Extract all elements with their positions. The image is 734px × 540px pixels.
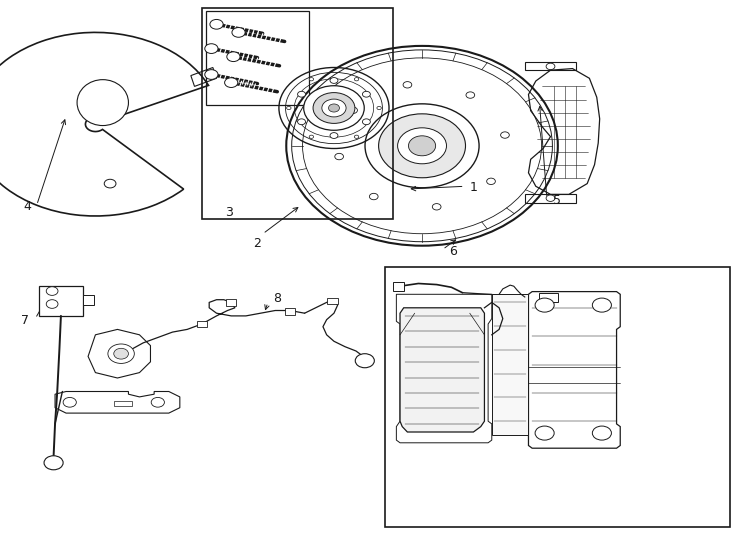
Circle shape xyxy=(330,78,338,83)
Text: 6: 6 xyxy=(449,245,457,258)
Circle shape xyxy=(46,300,58,308)
Circle shape xyxy=(377,106,382,110)
Circle shape xyxy=(535,426,554,440)
Text: 5: 5 xyxy=(553,194,561,207)
Ellipse shape xyxy=(77,79,128,125)
Circle shape xyxy=(297,91,305,97)
Circle shape xyxy=(104,179,116,188)
Circle shape xyxy=(329,104,339,112)
Text: 8: 8 xyxy=(273,292,281,305)
Text: 7: 7 xyxy=(21,314,29,327)
Bar xyxy=(114,401,132,406)
Circle shape xyxy=(487,178,495,185)
Bar xyxy=(206,11,308,105)
Circle shape xyxy=(309,135,313,138)
Circle shape xyxy=(322,99,346,117)
Circle shape xyxy=(408,136,435,156)
Circle shape xyxy=(205,44,218,53)
Circle shape xyxy=(335,153,344,160)
Bar xyxy=(285,308,295,315)
Bar xyxy=(492,294,528,435)
Circle shape xyxy=(363,91,371,97)
Bar xyxy=(327,298,338,304)
Circle shape xyxy=(46,287,58,295)
Circle shape xyxy=(349,107,357,113)
Text: 1: 1 xyxy=(470,181,478,194)
Polygon shape xyxy=(400,308,484,432)
Circle shape xyxy=(466,92,475,98)
Circle shape xyxy=(355,135,359,138)
Circle shape xyxy=(286,106,291,110)
Circle shape xyxy=(592,426,611,440)
Text: 4: 4 xyxy=(23,200,31,213)
Circle shape xyxy=(592,298,611,312)
Circle shape xyxy=(432,204,441,210)
Circle shape xyxy=(297,119,305,125)
Wedge shape xyxy=(0,32,208,216)
Bar xyxy=(197,321,207,327)
Circle shape xyxy=(227,52,240,62)
Circle shape xyxy=(108,344,134,363)
Circle shape xyxy=(363,119,371,125)
Circle shape xyxy=(313,93,355,123)
Circle shape xyxy=(535,298,554,312)
Circle shape xyxy=(151,397,164,407)
Circle shape xyxy=(44,456,63,470)
Bar xyxy=(202,8,393,219)
Bar xyxy=(39,286,83,316)
Circle shape xyxy=(501,132,509,138)
Bar xyxy=(385,267,730,526)
Bar xyxy=(539,293,558,302)
Bar xyxy=(226,299,236,306)
Circle shape xyxy=(369,193,378,200)
Circle shape xyxy=(205,70,218,79)
Text: 2: 2 xyxy=(253,237,261,249)
Circle shape xyxy=(403,82,412,88)
Circle shape xyxy=(398,128,446,164)
Circle shape xyxy=(355,78,359,81)
Circle shape xyxy=(379,114,465,178)
Bar xyxy=(83,295,94,305)
Bar xyxy=(393,282,404,291)
Text: 3: 3 xyxy=(225,206,233,219)
Circle shape xyxy=(304,86,364,130)
Circle shape xyxy=(225,78,238,87)
Circle shape xyxy=(355,354,374,368)
Circle shape xyxy=(330,133,338,138)
Polygon shape xyxy=(528,292,620,448)
Circle shape xyxy=(309,78,313,81)
Circle shape xyxy=(63,397,76,407)
Circle shape xyxy=(114,348,128,359)
Circle shape xyxy=(232,28,245,37)
Circle shape xyxy=(210,19,223,29)
